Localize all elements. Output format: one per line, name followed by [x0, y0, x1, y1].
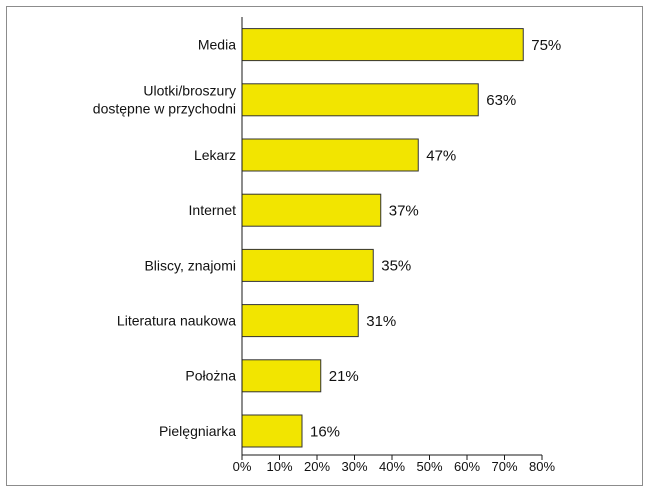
category-label-line: Położna: [185, 368, 236, 384]
bar-literatura-naukowa: [241, 304, 359, 338]
category-label-polozna: Położna: [185, 368, 236, 384]
category-label-line: dostępne w przychodni: [93, 101, 236, 117]
data-label-literatura-naukowa: 31%: [366, 313, 396, 330]
axes-group: [241, 17, 543, 460]
category-label-line: Pielęgniarka: [159, 423, 236, 439]
bar-media: [241, 28, 524, 62]
category-label-ulotki-broszury-dostepne-w-przychodni: Ulotki/broszury dostępne w przychodni: [93, 83, 236, 117]
category-label-line: Media: [198, 37, 236, 53]
data-label-polozna: 21%: [329, 368, 359, 385]
tick-labels-group: 0% 10% 20% 30% 40% 50% 60% 70% 80%: [233, 459, 556, 474]
category-label-bliscy-znajomi: Bliscy, znajomi: [144, 257, 236, 273]
category-label-media: Media: [198, 37, 236, 53]
data-label-bliscy-znajomi: 35%: [381, 258, 411, 275]
bar-internet: [241, 193, 382, 227]
x-tick-label: 40%: [379, 459, 405, 474]
category-label-line: Bliscy, znajomi: [144, 257, 236, 273]
x-tick-label: 60%: [454, 459, 480, 474]
bar-bliscy-znajomi: [241, 248, 374, 282]
x-tick-label: 0%: [233, 459, 252, 474]
category-label-line: Lekarz: [194, 147, 236, 163]
x-tick-label: 20%: [304, 459, 330, 474]
x-tick-label: 80%: [529, 459, 555, 474]
x-tick-label: 30%: [341, 459, 367, 474]
data-label-media: 75%: [531, 37, 561, 54]
x-tick-label: 10%: [266, 459, 292, 474]
category-label-literatura-naukowa: Literatura naukowa: [117, 313, 236, 329]
bar-ulotki-broszury-dostepne-w-przychodni: [241, 83, 479, 117]
category-label-line: Literatura naukowa: [117, 313, 236, 329]
category-label-lekarz: Lekarz: [194, 147, 236, 163]
category-label-line: Internet: [189, 202, 237, 218]
category-labels-group: Media Ulotki/broszury dostępne w przychodn…: [93, 37, 236, 439]
x-tick-label: 50%: [416, 459, 442, 474]
data-label-ulotki-broszury-dostepne-w-przychodni: 63%: [486, 92, 516, 109]
bar-polozna: [241, 359, 322, 393]
bar-pielegniarka: [241, 414, 303, 448]
category-label-pielegniarka: Pielęgniarka: [159, 423, 236, 439]
category-label-internet: Internet: [189, 202, 237, 218]
data-label-internet: 37%: [389, 202, 419, 219]
data-labels-group: 75% 63% 47% 37% 35% 31% 21% 16%: [310, 37, 561, 440]
x-tick-label: 70%: [491, 459, 517, 474]
bar-lekarz: [241, 138, 419, 172]
chart-frame: [6, 6, 643, 486]
data-label-pielegniarka: 16%: [310, 423, 340, 440]
category-label-line: Ulotki/broszury: [143, 83, 236, 99]
bars-group: [241, 28, 524, 448]
data-label-lekarz: 47%: [426, 147, 456, 164]
